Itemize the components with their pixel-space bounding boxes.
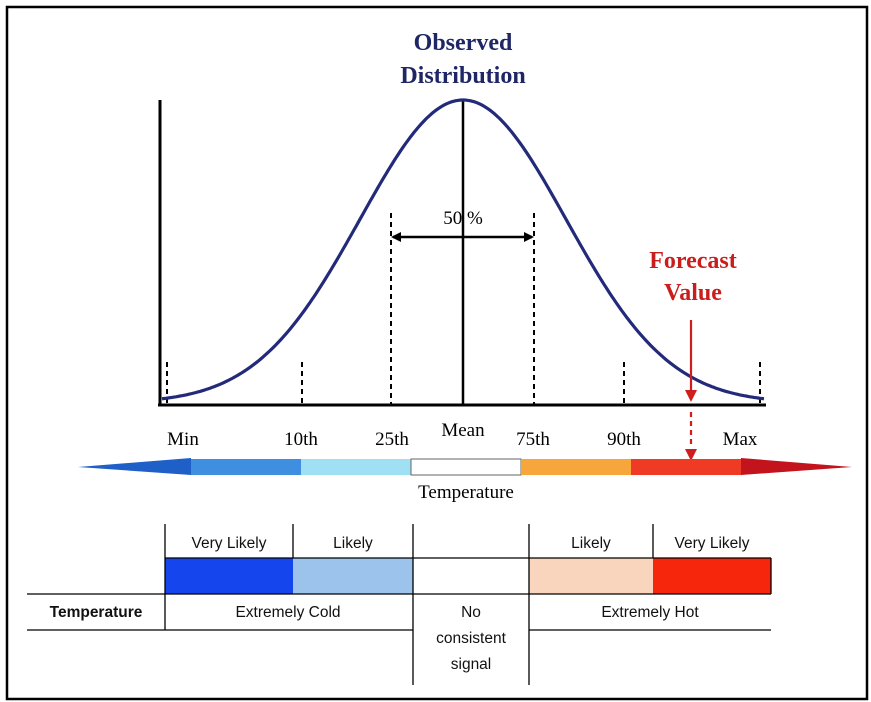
forecast-title-line2: Value [664,280,722,306]
bell-curve [161,98,765,401]
cold-very-likely-label: Very Likely [192,535,267,552]
tick-25th: 25th [375,429,409,450]
cold-likely-swatch [293,558,413,594]
likelihood-table: Very Likely Likely Likely Very Likely Te… [27,524,772,685]
scale-segment-5 [631,459,741,475]
percentile-lines [166,213,761,405]
extremely-cold-label: Extremely Cold [235,604,340,621]
neutral-swatch [413,558,529,594]
outer-border [5,5,869,701]
scale-segment-4 [521,459,631,475]
tick-min: Min [167,429,199,450]
forecast-title-line1: Forecast [649,248,737,274]
no-signal-line2: consistent [436,630,506,647]
temperature-axis-title: Temperature [418,482,514,503]
hot-likely-label: Likely [571,535,611,552]
cold-very-likely-swatch [165,558,293,594]
hot-likely-swatch [529,558,653,594]
tick-90th: 90th [607,429,641,450]
hot-very-likely-swatch [653,558,771,594]
hot-very-likely-label: Very Likely [675,535,750,552]
no-signal-line1: No [461,604,481,621]
observed-title-line1: Observed [414,30,513,56]
tick-max: Max [723,429,758,450]
no-signal-line3: signal [451,656,492,673]
fifty-percent-label: 50 % [443,208,483,229]
cold-likely-label: Likely [333,535,373,552]
table-grid-lines [27,524,772,685]
scale-segment-2 [301,459,411,475]
forecast-dashed-arrow-head [685,449,697,461]
temperature-row-label: Temperature [50,604,143,621]
scale-segment-3 [410,458,522,476]
tick-mean: Mean [441,420,485,441]
observed-title-line2: Distribution [400,63,525,89]
scale-segment-1 [191,459,301,475]
scale-right-tip [741,458,852,475]
forecast-arrow-head [685,390,697,402]
tick-10th: 10th [284,429,318,450]
tick-75th: 75th [516,429,550,450]
temperature-color-scale [78,458,852,476]
extremely-hot-label: Extremely Hot [601,604,699,621]
scale-left-tip [78,458,191,475]
